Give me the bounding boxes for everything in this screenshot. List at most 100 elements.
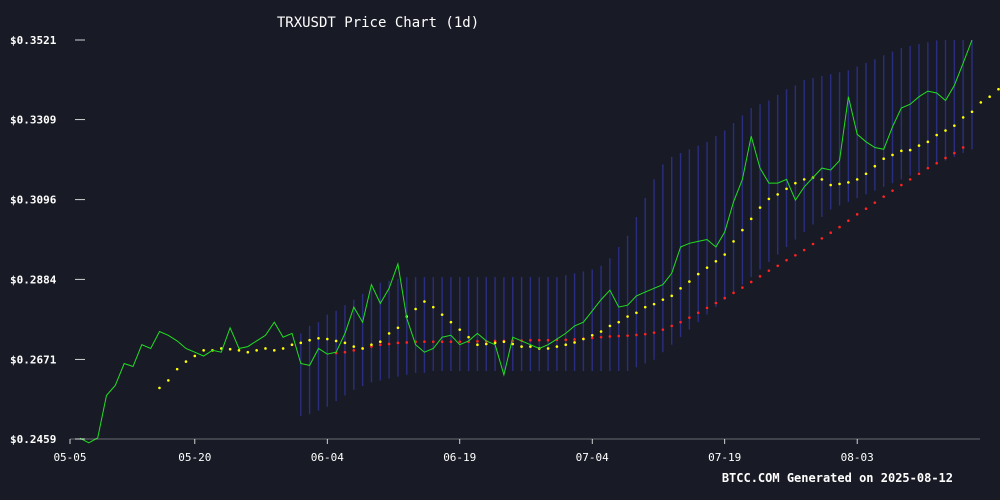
band-layer bbox=[300, 40, 973, 417]
fast-ma-point bbox=[599, 330, 603, 333]
slow-ma-point bbox=[608, 335, 612, 338]
fast-ma-point bbox=[873, 164, 877, 168]
slow-ma-point bbox=[493, 339, 497, 343]
fast-ma-point bbox=[988, 95, 991, 99]
x-tick-label: 06-19 bbox=[443, 451, 476, 464]
slow-ma-point bbox=[829, 231, 832, 235]
fast-ma-point bbox=[917, 144, 921, 147]
slow-ma-point bbox=[864, 207, 868, 210]
fast-ma-point bbox=[997, 87, 1000, 91]
fast-ma-point bbox=[785, 187, 788, 191]
fast-ma-point bbox=[184, 360, 188, 363]
fast-ma-point bbox=[387, 332, 391, 335]
fast-ma-point bbox=[582, 337, 585, 341]
x-tick-label: 07-04 bbox=[576, 451, 609, 464]
fast-ma-point bbox=[829, 183, 832, 187]
fast-ma-point bbox=[732, 240, 735, 243]
fast-ma-point bbox=[776, 193, 780, 196]
slow-ma-point bbox=[705, 306, 709, 310]
fast-ma-point bbox=[926, 140, 930, 144]
slow-ma-point bbox=[635, 333, 638, 337]
slow-ma-point bbox=[431, 340, 435, 343]
fast-ma-point bbox=[749, 217, 753, 221]
fast-ma-point bbox=[228, 347, 232, 351]
slow-ma-point bbox=[343, 350, 347, 354]
price-line bbox=[79, 39, 973, 444]
fast-ma-point bbox=[529, 345, 532, 348]
slow-ma-point bbox=[758, 275, 762, 278]
slow-ma-point bbox=[423, 340, 426, 343]
slow-ma-point bbox=[449, 340, 453, 343]
slow-ma-point bbox=[670, 324, 674, 328]
x-tick-label: 05-20 bbox=[178, 451, 211, 464]
slow-ma-point bbox=[440, 340, 444, 343]
fast-ma-point bbox=[378, 340, 382, 343]
axes: $0.3521 $0.3309 $0.3096 $0.2884 $0.2671 $0.24… bbox=[10, 34, 980, 464]
fast-ma-point bbox=[361, 347, 364, 350]
slow-ma-point bbox=[405, 341, 409, 344]
slow-ma-point bbox=[944, 156, 947, 160]
slow-ma-point bbox=[847, 219, 850, 223]
fast-ma-point bbox=[696, 272, 700, 276]
fast-ma-point bbox=[484, 342, 488, 346]
fast-ma-point bbox=[272, 349, 276, 352]
fast-ma-point bbox=[193, 354, 197, 358]
fast-ma-point bbox=[970, 110, 974, 114]
fast-ma-point bbox=[652, 302, 656, 306]
fast-ma-point bbox=[670, 294, 674, 298]
slow-ma-point bbox=[776, 264, 780, 268]
y-tick-label: $0.3521 bbox=[10, 34, 57, 47]
slow-ma-point bbox=[652, 331, 656, 334]
fast-ma-point bbox=[661, 298, 665, 301]
slow-ma-point bbox=[661, 328, 665, 331]
fast-ma-point bbox=[449, 320, 453, 324]
slow-ma-point bbox=[529, 338, 532, 342]
fast-ma-point bbox=[953, 124, 956, 127]
fast-ma-point bbox=[308, 338, 311, 342]
chart-title: TRXUSDT Price Chart (1d) bbox=[277, 15, 479, 31]
fast-ma-point bbox=[626, 315, 629, 318]
fast-ma-point bbox=[882, 157, 885, 161]
slow-ma-point bbox=[458, 340, 462, 343]
fast-ma-point bbox=[325, 337, 329, 341]
x-tick-label: 08-03 bbox=[841, 451, 874, 464]
fast-ma-point bbox=[237, 349, 241, 352]
fast-ma-point bbox=[493, 341, 497, 345]
slow-ma-point bbox=[573, 338, 576, 341]
slow-ma-point bbox=[811, 242, 815, 246]
slow-ma-point bbox=[749, 280, 753, 284]
slow-ma-point bbox=[352, 349, 356, 352]
y-tick-label: $0.2671 bbox=[10, 353, 57, 366]
fast-ma-layer bbox=[158, 87, 1000, 390]
slow-ma-point bbox=[741, 286, 744, 289]
fast-ma-point bbox=[961, 116, 965, 119]
fast-ma-point bbox=[590, 334, 594, 337]
slow-ma-point bbox=[855, 213, 859, 216]
fast-ma-point bbox=[802, 178, 806, 181]
fast-ma-point bbox=[317, 337, 320, 340]
slow-ma-point bbox=[935, 161, 938, 165]
slow-ma-point bbox=[396, 341, 400, 345]
price-line-layer bbox=[79, 39, 973, 444]
fast-ma-point bbox=[423, 300, 426, 303]
x-tick-label: 06-04 bbox=[311, 451, 344, 464]
fast-ma-point bbox=[838, 182, 841, 186]
slow-ma-point bbox=[546, 338, 550, 342]
fast-ma-point bbox=[431, 305, 435, 309]
slow-ma-point bbox=[476, 340, 479, 343]
slow-ma-point bbox=[617, 334, 621, 338]
slow-ma-point bbox=[590, 336, 594, 340]
fast-ma-point bbox=[617, 320, 621, 324]
y-tick-label: $0.3309 bbox=[10, 114, 56, 127]
fast-ma-point bbox=[246, 350, 250, 354]
slow-ma-point bbox=[882, 195, 885, 198]
slow-ma-point bbox=[926, 166, 930, 170]
fast-ma-point bbox=[908, 148, 912, 152]
slow-ma-point bbox=[626, 334, 629, 337]
fast-ma-point bbox=[767, 197, 771, 201]
fast-ma-point bbox=[935, 133, 938, 137]
slow-ma-point bbox=[732, 291, 735, 295]
fast-ma-point bbox=[714, 259, 718, 263]
